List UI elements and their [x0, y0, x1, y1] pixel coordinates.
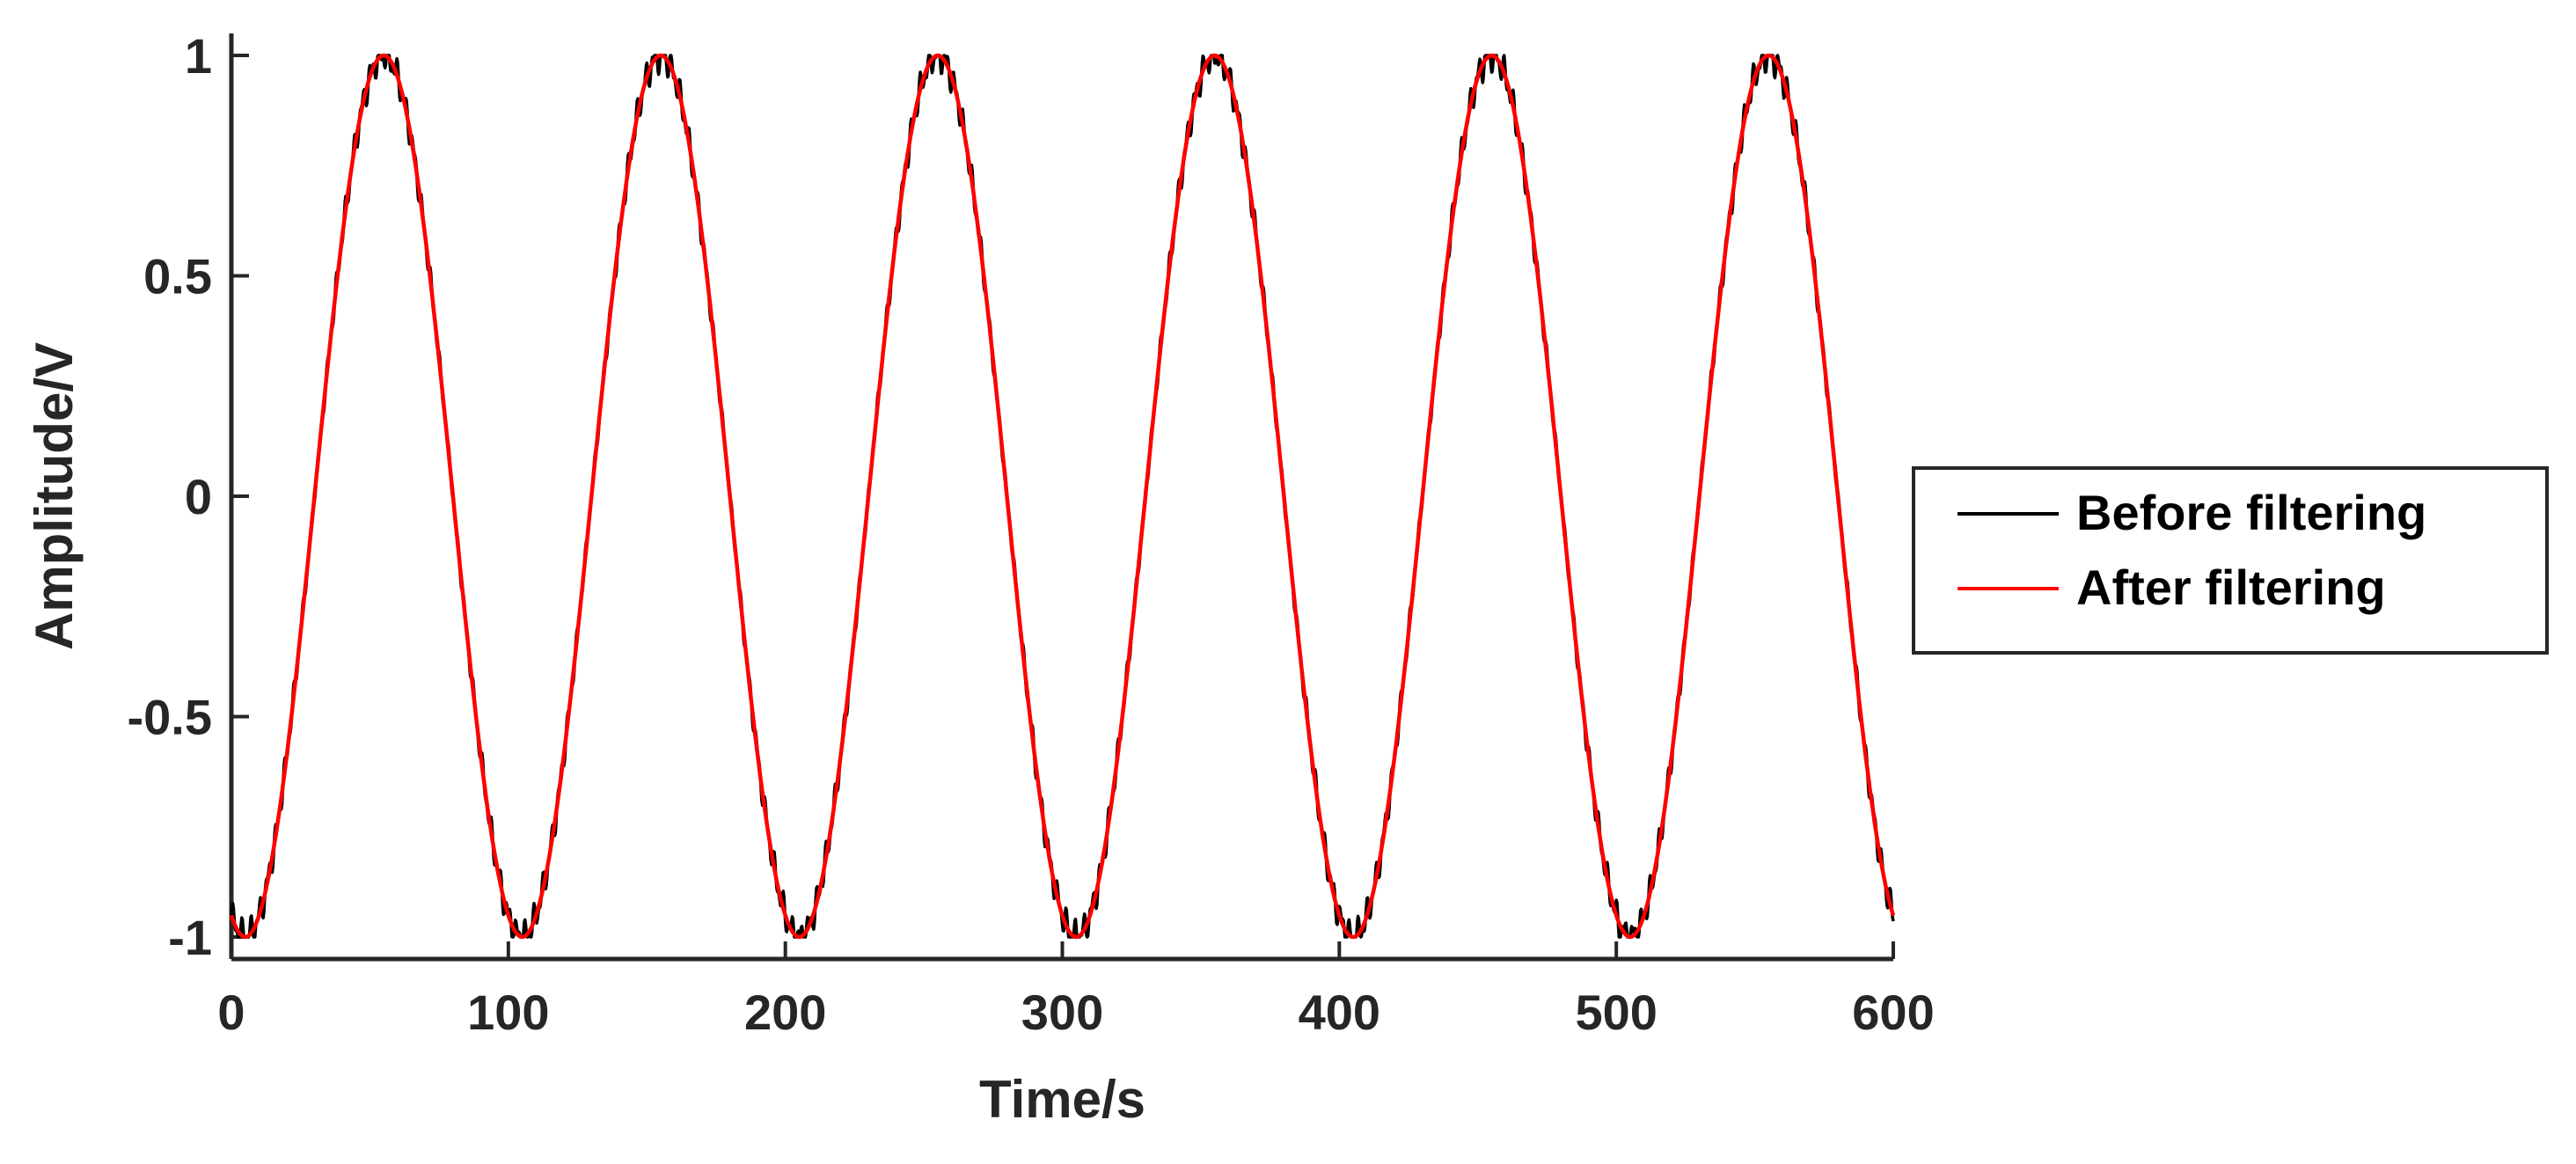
plot-area: -1 -0.5 0 0.5 1 0 100 200 300 400 500 600: [128, 28, 1935, 1040]
legend-label-after-filtering: After filtering: [2076, 560, 2386, 615]
series-line-before-filtering: [230, 54, 1895, 939]
x-tick-label: 0: [217, 985, 245, 1040]
y-tick-label: -0.5: [128, 689, 213, 744]
y-tick-label: -1: [168, 910, 212, 965]
x-axis-label: Time/s: [979, 1070, 1145, 1129]
legend: Before filtering After filtering: [1912, 466, 2549, 655]
y-tick-label: 0: [185, 469, 212, 524]
series-line-after-filtering: [229, 53, 1896, 940]
x-tick-label: 300: [1021, 985, 1103, 1040]
legend-box: [1912, 466, 2549, 655]
y-tick-label: 0.5: [143, 249, 212, 304]
x-tick-label: 600: [1852, 985, 1934, 1040]
x-tick-label: 200: [744, 985, 826, 1040]
y-axis-ticks: -1 -0.5 0 0.5 1: [128, 28, 249, 965]
y-tick-label: 1: [185, 28, 212, 84]
x-axis-ticks: 0 100 200 300 400 500 600: [217, 941, 1935, 1040]
x-tick-label: 500: [1575, 985, 1657, 1040]
legend-label-before-filtering: Before filtering: [2076, 485, 2426, 540]
x-tick-label: 100: [467, 985, 549, 1040]
y-axis-label: Amplitude/V: [25, 342, 84, 650]
x-tick-label: 400: [1299, 985, 1380, 1040]
